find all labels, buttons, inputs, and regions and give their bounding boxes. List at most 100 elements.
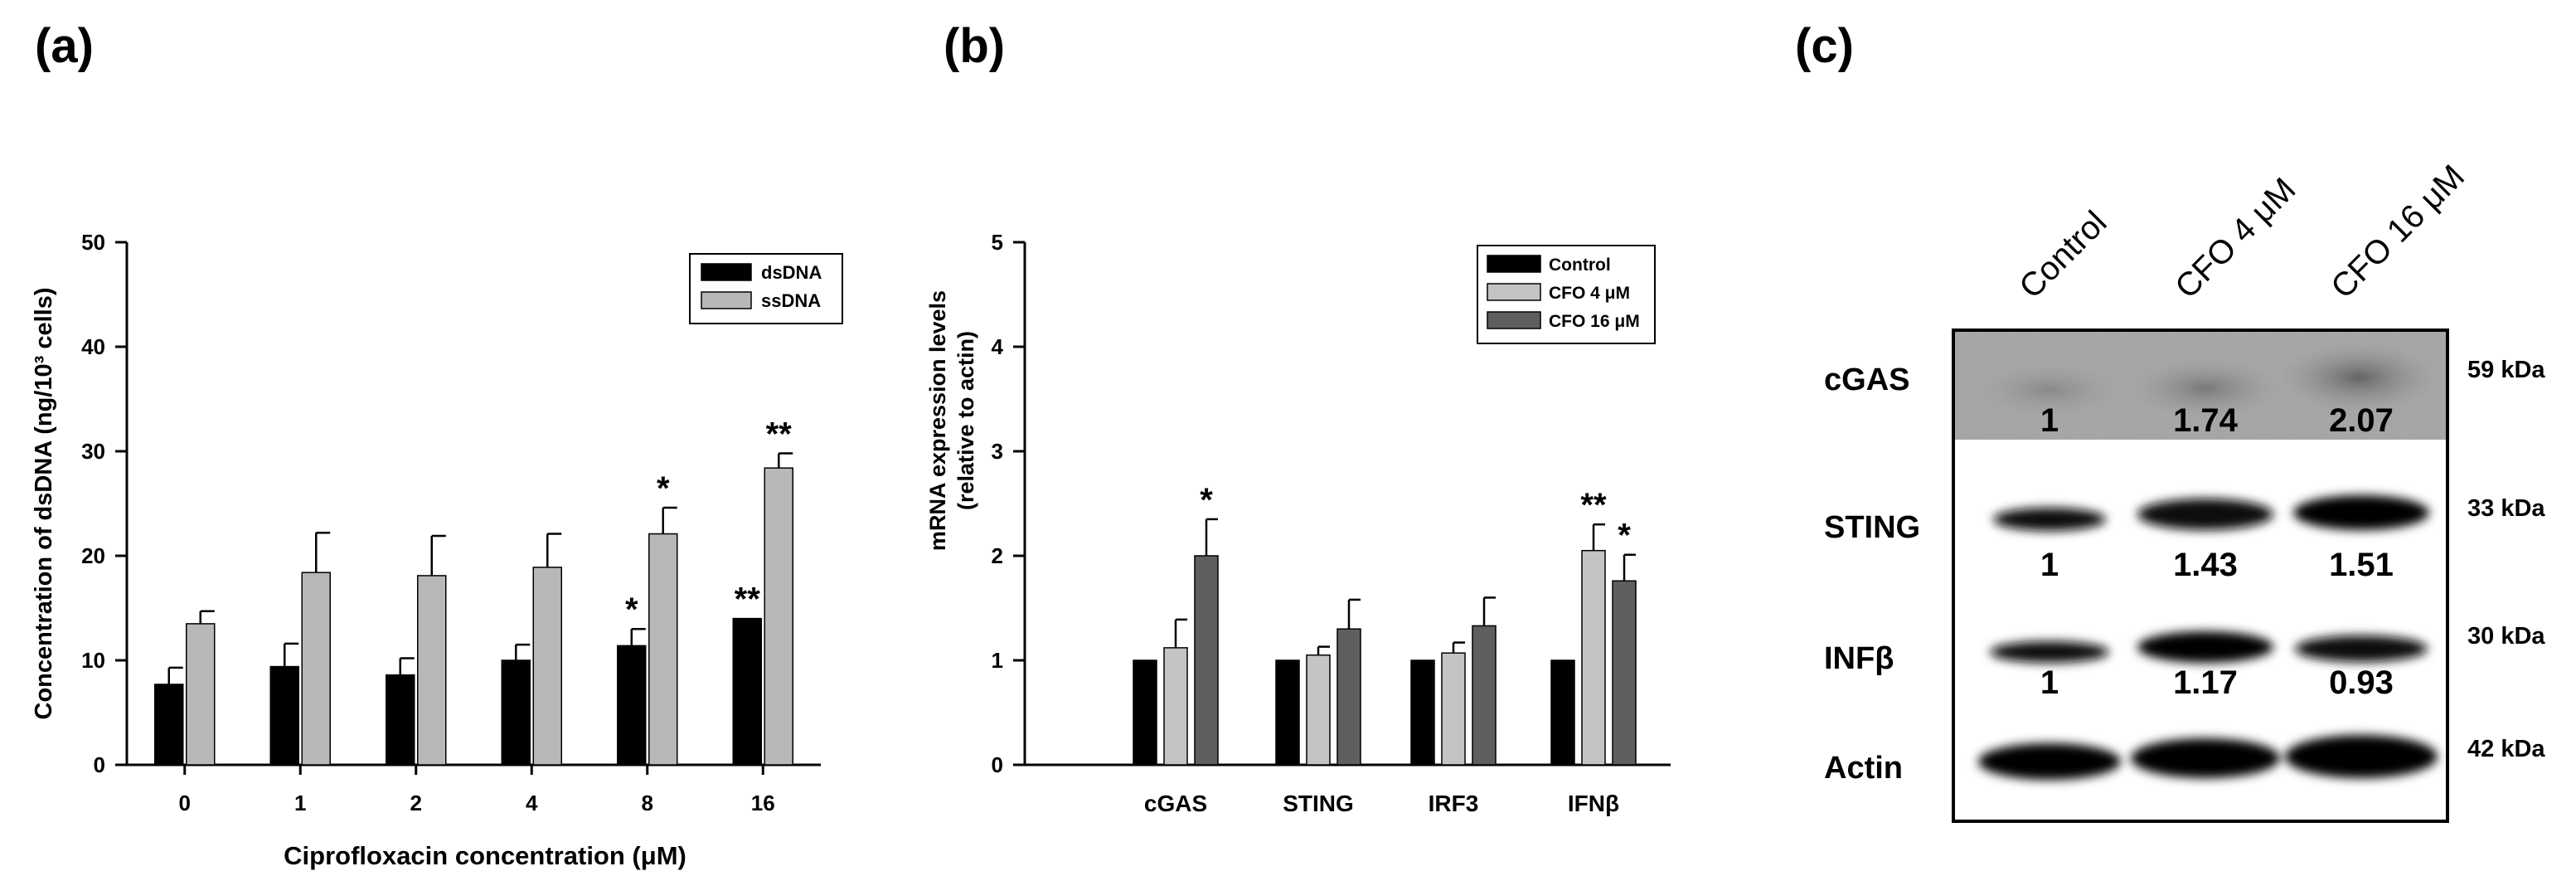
bar-dsdna-4 xyxy=(501,659,531,766)
legend-swatch-cfo-16-μm xyxy=(1487,311,1541,329)
sting-band-cfo4 xyxy=(2137,499,2273,530)
legend-label-ssdna: ssDNA xyxy=(761,290,821,311)
actin-bands xyxy=(1978,735,2438,780)
bar-cfo-16-μm-IFNβ xyxy=(1612,580,1637,766)
legend-label-cfo-16-μm: CFO 16 μM xyxy=(1549,312,1640,331)
significance-mark: ** xyxy=(766,416,793,453)
legend-label-cfo-4-μm: CFO 4 μM xyxy=(1549,284,1630,303)
bar-cfo-4-μm-IRF3 xyxy=(1441,652,1466,766)
y-axis-label: Concentration of dsDNA (ng/10³ cells) xyxy=(31,288,57,720)
y-tick-label: 4 xyxy=(992,334,1004,359)
bar-control-STING xyxy=(1275,659,1300,766)
legend-swatch-cfo-4-μm xyxy=(1487,283,1541,301)
densitometry-value: 1.51 xyxy=(2329,547,2394,583)
panel-label-c: (c) xyxy=(1795,19,1854,73)
densitometry-value: 1.43 xyxy=(2173,547,2238,583)
lane-label-2: CFO 16 μM xyxy=(2324,158,2472,306)
y-tick-label: 10 xyxy=(81,648,105,673)
densitometry-value: 2.07 xyxy=(2329,402,2394,439)
densitometry-value: 1 xyxy=(2040,664,2059,701)
bar-dsdna-0 xyxy=(154,684,184,766)
protein-label-infβ: INFβ xyxy=(1824,641,1894,676)
x-tick-label: 8 xyxy=(642,791,653,815)
bar-ssdna-1 xyxy=(301,572,331,766)
bar-cfo-16-μm-cGAS xyxy=(1194,555,1219,766)
densitometry-value: 0.93 xyxy=(2329,664,2394,701)
x-tick-label: IFNβ xyxy=(1568,791,1619,816)
legend-swatch-ssdna xyxy=(701,291,752,309)
x-tick-label: 4 xyxy=(526,791,538,815)
y-axis-label-line2: (relative to actin) xyxy=(953,331,978,510)
densitometry-value: 1.74 xyxy=(2173,402,2239,439)
sting-band-cfo16 xyxy=(2293,495,2429,530)
y-tick-label: 3 xyxy=(992,439,1003,464)
y-tick-label: 20 xyxy=(81,543,105,568)
legend: dsDNA ssDNA xyxy=(689,253,843,324)
bar-cfo-16-μm-STING xyxy=(1337,628,1361,766)
sting-band-control xyxy=(1993,508,2106,531)
densitometry-value: 1 xyxy=(2040,547,2059,583)
legend: Control CFO 4 μM CFO 16 μM xyxy=(1477,245,1656,344)
bar-control-cGAS xyxy=(1133,659,1157,766)
bar-cfo-4-μm-cGAS xyxy=(1163,647,1188,766)
x-tick-label: STING xyxy=(1283,791,1354,816)
bar-ssdna-8 xyxy=(648,533,678,766)
protein-label-cgas: cGAS xyxy=(1824,363,1909,397)
bar-dsdna-2 xyxy=(386,674,415,766)
legend-swatch-dsdna xyxy=(701,263,752,281)
significance-mark: ** xyxy=(1580,487,1607,523)
y-tick-label: 2 xyxy=(992,543,1003,568)
bar-control-IFNβ xyxy=(1550,659,1575,766)
y-tick-label: 0 xyxy=(94,752,105,777)
lane-label-0: Control xyxy=(2012,204,2113,305)
significance-mark: ** xyxy=(735,582,761,618)
legend-swatch-control xyxy=(1487,255,1541,273)
kda-label-infβ: 30 kDa xyxy=(2467,623,2545,650)
y-tick-label: 50 xyxy=(81,230,105,255)
panel-label-a: (a) xyxy=(35,19,94,73)
x-tick-label: IRF3 xyxy=(1429,791,1479,816)
actin-band-control xyxy=(1978,743,2121,780)
actin-band-cfo16 xyxy=(2285,735,2438,778)
x-tick-label: 16 xyxy=(751,791,775,815)
sting-bands xyxy=(1993,495,2429,531)
kda-label-sting: 33 kDa xyxy=(2467,495,2545,522)
y-tick-label: 30 xyxy=(81,439,105,464)
y-tick-label: 1 xyxy=(992,648,1003,673)
x-tick-label: 2 xyxy=(410,791,422,815)
lane-label-1: CFO 4 μM xyxy=(2168,171,2302,305)
kda-label-cgas: 59 kDa xyxy=(2467,357,2545,383)
bar-dsdna-16 xyxy=(732,617,762,766)
infb-band-cfo4 xyxy=(2137,631,2273,663)
significance-mark: * xyxy=(625,591,638,628)
bar-control-IRF3 xyxy=(1410,659,1435,766)
x-tick-label: 0 xyxy=(179,791,191,815)
densitometry-value: 1.17 xyxy=(2173,664,2238,701)
bar-ssdna-4 xyxy=(532,567,562,766)
infb-band-cfo16 xyxy=(2295,635,2428,662)
kda-label-actin: 42 kDa xyxy=(2467,736,2545,762)
x-tick-label: cGAS xyxy=(1144,791,1207,816)
significance-mark: * xyxy=(1200,482,1213,518)
bar-cfo-4-μm-STING xyxy=(1306,654,1331,766)
y-tick-label: 40 xyxy=(81,334,105,359)
actin-band-cfo4 xyxy=(2131,738,2280,778)
y-axis-label-line1: mRNA expression levels xyxy=(925,290,950,551)
y-tick-label: 0 xyxy=(992,752,1003,777)
bar-dsdna-1 xyxy=(269,665,299,766)
densitometry-value: 1 xyxy=(2040,402,2059,439)
significance-mark: * xyxy=(1618,518,1631,554)
x-tick-label: 1 xyxy=(294,791,306,815)
bar-cfo-4-μm-IFNβ xyxy=(1581,549,1606,766)
infb-bands xyxy=(1990,631,2428,663)
y-tick-label: 5 xyxy=(992,230,1003,255)
blot-frame xyxy=(1952,328,2449,823)
legend-label-control: Control xyxy=(1549,256,1611,275)
bar-ssdna-2 xyxy=(417,575,447,766)
bar-cfo-16-μm-IRF3 xyxy=(1472,625,1497,766)
bar-ssdna-16 xyxy=(764,467,793,766)
x-axis-label: Ciprofloxacin concentration (μM) xyxy=(284,841,686,870)
infb-band-control xyxy=(1990,641,2109,663)
